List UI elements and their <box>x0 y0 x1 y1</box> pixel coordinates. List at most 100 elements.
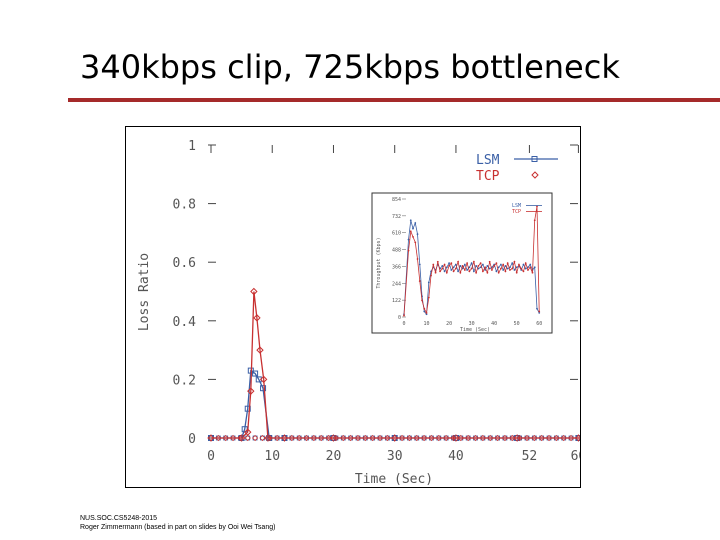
inset-y-tick-label: 488 <box>392 248 401 254</box>
inset-series-point <box>445 271 448 274</box>
inset-series-point <box>448 264 450 267</box>
inset-series-point <box>500 263 502 266</box>
inset-series-point <box>497 271 500 274</box>
inset-y-axis-label: Throughput (Kbps) <box>376 237 382 288</box>
series-point <box>384 434 391 442</box>
series-point <box>288 434 295 442</box>
inset-series-point <box>475 264 478 267</box>
series-point <box>222 434 229 442</box>
series-point <box>421 434 428 442</box>
series-point <box>450 434 457 442</box>
inset-series-point <box>472 270 475 273</box>
inset-series-point <box>468 270 471 273</box>
inset-series-point <box>412 235 414 238</box>
series-point <box>244 405 251 412</box>
legend-marker <box>531 156 538 162</box>
series-point <box>457 434 464 442</box>
inset-series-point <box>407 249 410 252</box>
y-tick-label: 0.6 <box>173 256 196 271</box>
inset-series-point <box>536 307 538 310</box>
inset-series-point <box>497 266 500 269</box>
inset-series-point <box>466 262 469 265</box>
inset-series-point <box>403 314 405 317</box>
inset-series-line <box>403 206 540 316</box>
title-divider <box>68 98 720 102</box>
series-point <box>281 434 288 442</box>
inset-series-point <box>414 241 417 244</box>
series-point <box>332 434 339 442</box>
inset-series-point <box>450 269 453 271</box>
inset-series-point <box>436 260 439 263</box>
x-tick-label: 10 <box>264 449 280 464</box>
series-point <box>244 434 251 442</box>
inset-y-tick-label: 244 <box>392 281 401 287</box>
series-point <box>487 434 494 442</box>
inset-legend-label: LSM <box>512 203 521 209</box>
inset-series-point <box>425 311 428 314</box>
series-point <box>259 434 266 442</box>
inset-series-point <box>434 271 437 274</box>
inset-legend-label: TCP <box>512 209 521 215</box>
inset-series-point <box>479 262 482 265</box>
inset-series-point <box>407 238 410 241</box>
inset-x-tick-label: 60 <box>536 321 542 327</box>
series-point <box>259 375 268 384</box>
inset-series-point <box>416 258 419 260</box>
inset-series-point <box>463 269 466 271</box>
series-point <box>494 434 501 442</box>
inset-series-point <box>450 262 453 265</box>
loss-ratio-chart: 00.20.40.60.810102030405260Time (Sec)Los… <box>137 139 580 487</box>
series-point <box>266 434 273 442</box>
series-point <box>318 434 325 442</box>
inset-series-point <box>452 270 455 273</box>
inset-series-point <box>452 266 455 269</box>
footer-course: NUS.SOC.CS5248-2015 <box>80 515 158 522</box>
inset-series-point <box>533 219 536 222</box>
series-point <box>354 434 362 442</box>
y-tick-label: 0.4 <box>173 315 197 330</box>
inset-series-point <box>518 263 520 266</box>
inset-y-tick-label: 0 <box>398 315 401 321</box>
series-point <box>329 434 338 442</box>
inset-series-point <box>506 262 509 265</box>
inset-series-point <box>475 271 478 274</box>
series-point <box>376 434 384 442</box>
inset-series-point <box>468 266 471 269</box>
inset-series-point <box>439 270 441 273</box>
series-point <box>250 287 258 296</box>
inset-series-point <box>504 270 507 273</box>
series-point <box>567 434 575 442</box>
inset-frame <box>371 192 553 334</box>
inset-series-point <box>445 266 448 269</box>
inset-series-point <box>409 219 412 222</box>
inset-series-point <box>459 271 462 274</box>
inset-series-point <box>461 264 464 267</box>
series-point <box>256 346 264 354</box>
inset-series-point <box>511 267 514 270</box>
inset-series-point <box>412 227 414 230</box>
inset-series-point <box>502 263 505 266</box>
inset-series-point <box>502 269 505 271</box>
inset-series-point <box>520 267 523 270</box>
series-point <box>310 434 317 442</box>
legend-label: TCP <box>476 169 500 184</box>
inset-series-point <box>488 260 491 263</box>
inset-series-point <box>533 266 536 269</box>
x-tick-label: 0 <box>207 449 215 464</box>
series-point <box>274 434 281 442</box>
inset-series-point <box>454 263 457 266</box>
y-tick-label: 0.8 <box>173 198 196 213</box>
series-point <box>553 434 560 442</box>
inset-series-point <box>524 262 527 265</box>
inset-series-point <box>477 264 480 267</box>
inset-series-point <box>427 296 430 299</box>
inset-series-point <box>418 280 421 282</box>
series-point <box>260 385 267 392</box>
series-line <box>211 291 580 439</box>
series-point <box>303 434 310 442</box>
y-tick-label: 0.2 <box>173 373 196 388</box>
inset-series-point <box>484 266 487 269</box>
series-point <box>560 434 567 442</box>
inset-series-point <box>457 270 459 273</box>
legend-marker <box>531 171 539 179</box>
